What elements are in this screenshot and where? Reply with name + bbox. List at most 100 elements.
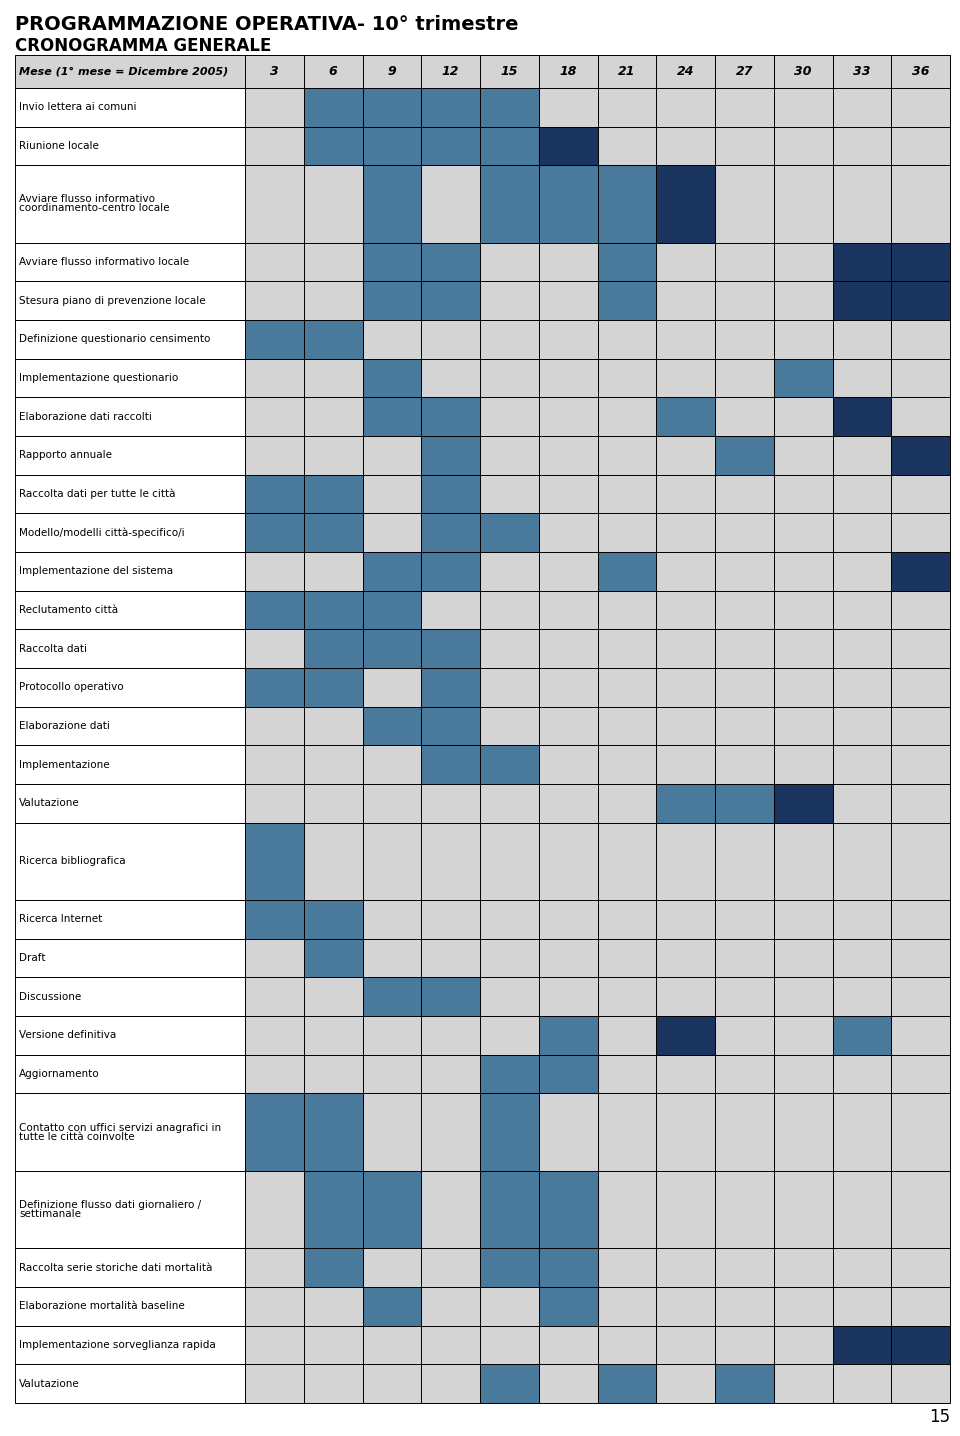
Bar <box>774 823 832 900</box>
Bar <box>832 1055 891 1093</box>
Bar <box>715 707 774 745</box>
Bar <box>303 1287 363 1325</box>
Bar <box>539 629 597 668</box>
Bar <box>480 359 539 398</box>
Bar <box>774 475 832 513</box>
Bar <box>832 1093 891 1170</box>
Bar <box>715 359 774 398</box>
Bar <box>539 165 597 243</box>
Bar <box>891 475 950 513</box>
Bar <box>715 745 774 784</box>
Bar <box>774 1055 832 1093</box>
Bar <box>715 590 774 629</box>
Bar <box>715 1364 774 1403</box>
Bar <box>15 939 245 978</box>
Bar <box>597 88 657 126</box>
Bar <box>539 939 597 978</box>
Bar <box>597 707 657 745</box>
Bar <box>774 978 832 1017</box>
Bar <box>15 126 245 165</box>
Bar <box>15 88 245 126</box>
Bar <box>657 165 715 243</box>
Bar <box>597 1248 657 1287</box>
Bar <box>774 165 832 243</box>
Bar <box>891 823 950 900</box>
Bar <box>421 1287 480 1325</box>
Bar <box>15 1055 245 1093</box>
Bar <box>363 629 421 668</box>
Bar <box>303 939 363 978</box>
Bar <box>891 1055 950 1093</box>
Bar <box>657 823 715 900</box>
Bar <box>891 668 950 707</box>
Bar <box>597 978 657 1017</box>
Bar <box>15 165 245 243</box>
Bar <box>891 900 950 939</box>
Text: tutte le città coinvolte: tutte le città coinvolte <box>19 1132 134 1142</box>
Bar <box>245 978 303 1017</box>
Text: Versione definitiva: Versione definitiva <box>19 1031 116 1041</box>
Bar <box>715 513 774 551</box>
Bar <box>480 320 539 359</box>
Bar <box>657 1055 715 1093</box>
Bar <box>774 243 832 281</box>
Bar <box>715 243 774 281</box>
Bar <box>480 823 539 900</box>
Bar <box>363 978 421 1017</box>
Bar <box>245 281 303 320</box>
Text: 9: 9 <box>388 65 396 78</box>
Text: Invio lettera ai comuni: Invio lettera ai comuni <box>19 102 136 112</box>
Bar <box>539 55 597 88</box>
Bar <box>597 126 657 165</box>
Bar <box>891 55 950 88</box>
Bar <box>891 1364 950 1403</box>
Bar <box>597 1093 657 1170</box>
Text: Valutazione: Valutazione <box>19 798 80 808</box>
Bar <box>421 281 480 320</box>
Bar <box>774 398 832 437</box>
Text: Reclutamento città: Reclutamento città <box>19 605 118 615</box>
Bar <box>480 243 539 281</box>
Bar <box>15 513 245 551</box>
Bar <box>891 629 950 668</box>
Bar <box>480 1364 539 1403</box>
Bar <box>15 1248 245 1287</box>
Bar <box>657 55 715 88</box>
Bar <box>891 784 950 823</box>
Bar <box>539 668 597 707</box>
Bar <box>539 281 597 320</box>
Bar <box>245 126 303 165</box>
Bar <box>891 939 950 978</box>
Bar <box>15 629 245 668</box>
Bar <box>891 1287 950 1325</box>
Bar <box>421 978 480 1017</box>
Bar <box>774 126 832 165</box>
Bar <box>832 668 891 707</box>
Bar <box>539 88 597 126</box>
Bar <box>303 281 363 320</box>
Bar <box>832 784 891 823</box>
Bar <box>245 320 303 359</box>
Bar <box>657 88 715 126</box>
Bar <box>657 784 715 823</box>
Bar <box>891 745 950 784</box>
Bar <box>657 437 715 475</box>
Bar <box>657 629 715 668</box>
Bar <box>832 475 891 513</box>
Text: Elaborazione dati raccolti: Elaborazione dati raccolti <box>19 412 152 422</box>
Bar <box>597 784 657 823</box>
Bar <box>539 398 597 437</box>
Bar <box>421 513 480 551</box>
Bar <box>657 1248 715 1287</box>
Bar <box>15 590 245 629</box>
Bar <box>657 126 715 165</box>
Text: Draft: Draft <box>19 954 45 964</box>
Bar <box>421 629 480 668</box>
Bar <box>421 668 480 707</box>
Bar <box>421 88 480 126</box>
Bar <box>891 1093 950 1170</box>
Bar <box>15 551 245 590</box>
Bar <box>597 513 657 551</box>
Bar <box>657 939 715 978</box>
Bar <box>539 823 597 900</box>
